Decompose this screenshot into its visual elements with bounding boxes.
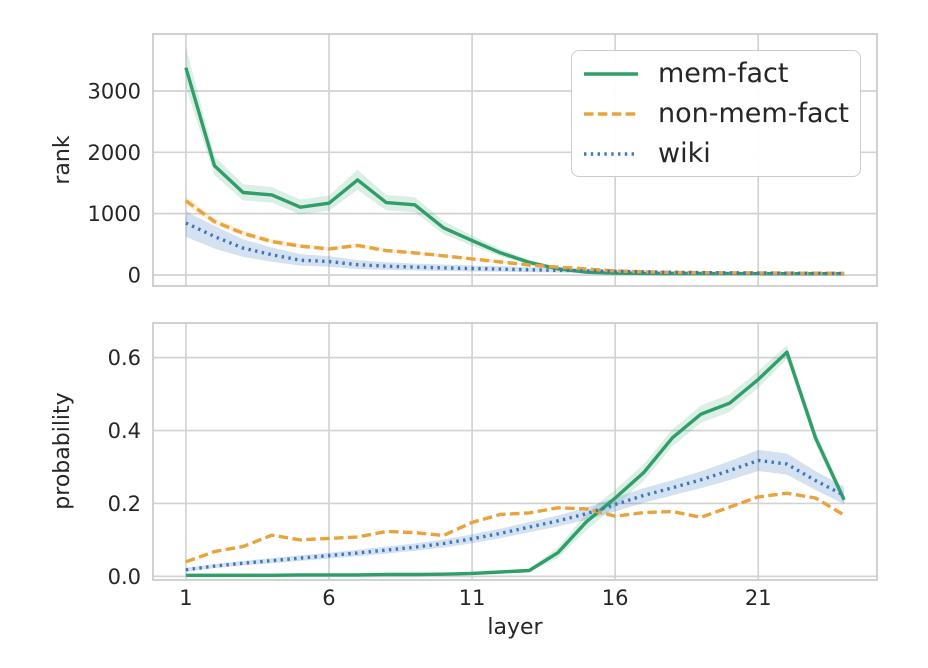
svg-text:0.4: 0.4 <box>108 419 141 443</box>
legend-label-wiki: wiki <box>658 138 711 169</box>
legend-label-mem-fact: mem-fact <box>658 58 789 89</box>
svg-text:16: 16 <box>602 586 629 610</box>
legend-item-non-mem-fact: non-mem-fact <box>583 98 860 129</box>
svg-text:0.0: 0.0 <box>108 565 141 589</box>
legend-label-non-mem-fact: non-mem-fact <box>658 98 849 129</box>
svg-text:6: 6 <box>322 586 335 610</box>
probability-axis-label: probability <box>50 392 75 510</box>
svg-text:1000: 1000 <box>88 202 141 226</box>
svg-text:0.6: 0.6 <box>108 346 141 370</box>
svg-text:3000: 3000 <box>88 80 141 104</box>
svg-text:0: 0 <box>128 263 141 287</box>
legend: mem-fact non-mem-fact wiki <box>571 50 861 177</box>
svg-text:21: 21 <box>745 586 772 610</box>
svg-text:2000: 2000 <box>88 141 141 165</box>
layer-axis-label: layer <box>487 615 543 640</box>
legend-item-mem-fact: mem-fact <box>583 58 860 89</box>
wiki-line-icon <box>584 151 638 156</box>
mem-fact-line-icon <box>584 71 638 76</box>
legend-item-wiki: wiki <box>583 138 860 169</box>
rank-axis-label: rank <box>50 135 75 185</box>
svg-text:11: 11 <box>459 586 486 610</box>
non-mem-fact-line-icon <box>584 111 638 116</box>
svg-text:1: 1 <box>179 586 192 610</box>
svg-text:0.2: 0.2 <box>108 492 141 516</box>
